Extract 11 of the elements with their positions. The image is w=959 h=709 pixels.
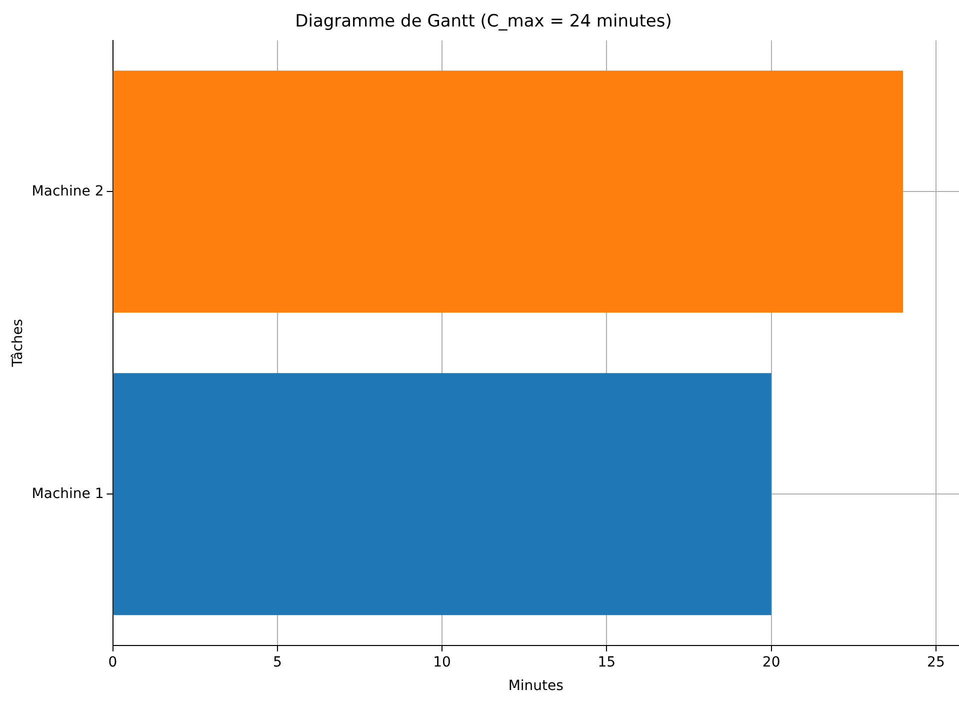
- x-tick-label: 15: [598, 654, 616, 670]
- x-tick-label: 5: [272, 654, 282, 670]
- x-tick-label: 0: [108, 654, 118, 670]
- chart-title: Diagramme de Gantt (C_max = 24 minutes): [295, 12, 672, 32]
- y-tick-label: Machine 1: [32, 486, 104, 502]
- y-tick-label: Machine 2: [32, 183, 104, 200]
- y-axis-title: Tâches: [10, 318, 26, 368]
- x-tick-label: 25: [927, 654, 945, 670]
- x-tick-label: 20: [762, 654, 780, 670]
- x-tick-label: 10: [433, 654, 451, 670]
- x-axis-title: Minutes: [508, 678, 564, 694]
